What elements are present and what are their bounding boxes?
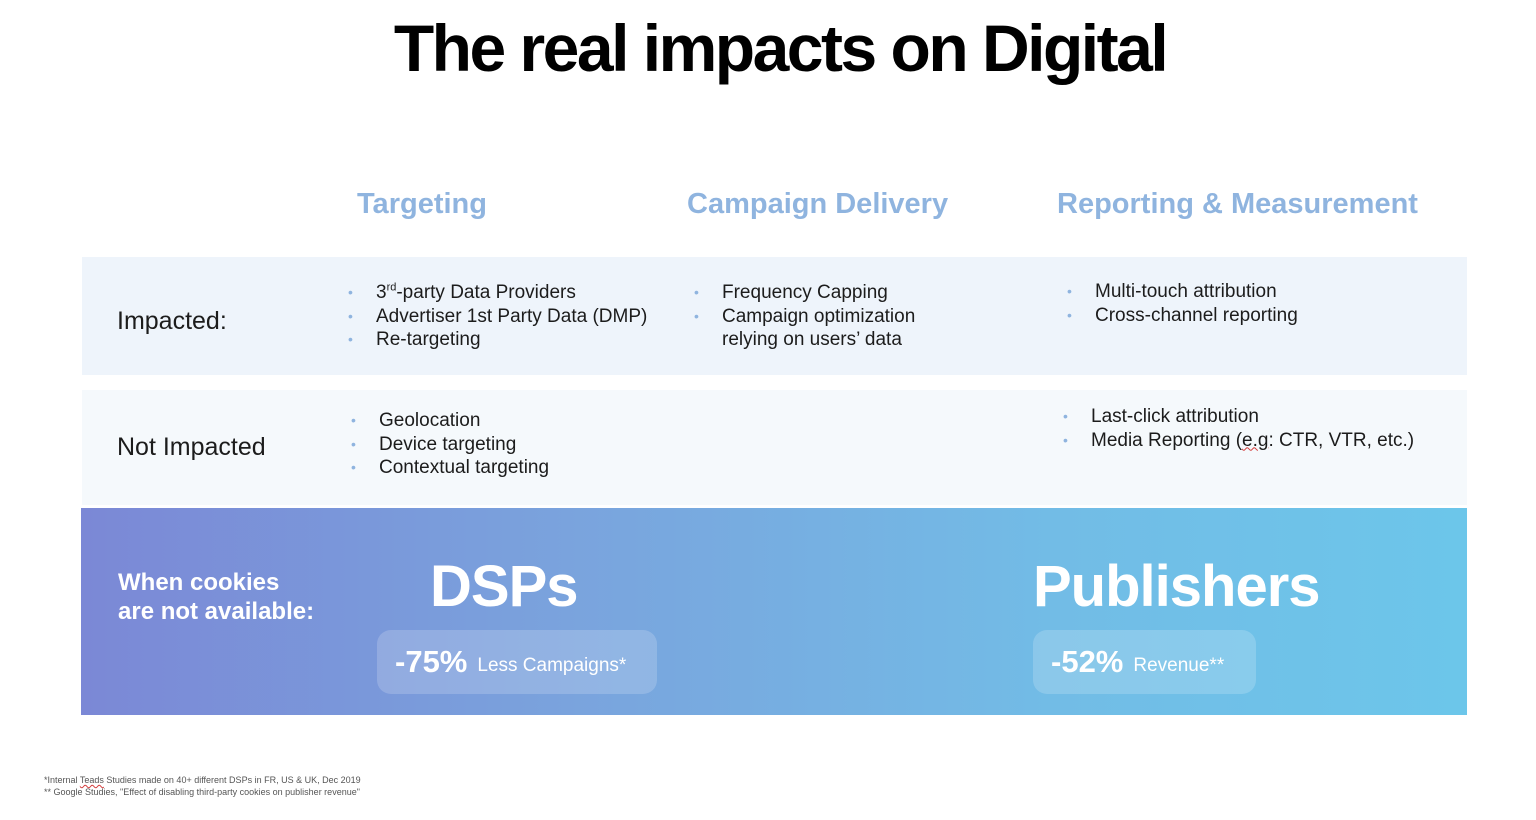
list-item: • Device targeting [351, 433, 517, 455]
dsps-percent: -75% [395, 644, 468, 679]
bullet-icon: • [351, 412, 356, 428]
bullet-icon: • [1067, 306, 1072, 323]
list-item: • Media Reporting (e.g: CTR, VTR, etc.) [1063, 429, 1415, 451]
cookies-impact-band [81, 508, 1467, 715]
bullet-icon: • [694, 307, 699, 324]
list-item: • Contextual targeting [351, 457, 550, 478]
bullet-icon: • [694, 284, 699, 300]
bullet-icon: • [1067, 283, 1072, 299]
impacted-targeting-list: • 3rd-party Data Providers • Advertiser 1s… [348, 281, 648, 352]
bullet-icon: • [348, 331, 353, 347]
bullet-icon: • [1063, 431, 1068, 448]
column-header-reporting: Reporting & Measurement [1057, 188, 1418, 220]
list-item: • Re-targeting [348, 329, 481, 350]
not-impacted-row-label: Not Impacted [117, 433, 266, 461]
publishers-heading: Publishers [1033, 554, 1321, 619]
impacted-campaign-list: • Frequency Capping • Campaign optimizatio… [694, 281, 916, 352]
list-item: • Campaign optimization relying on users’ … [694, 305, 916, 351]
list-item: • 3rd-party Data Providers [348, 281, 576, 303]
publishers-description: Revenue** [1133, 655, 1225, 676]
footnote-1: *Internal Teads Studies made on 40+ diff… [44, 775, 361, 785]
publishers-percent: -52% [1051, 644, 1124, 679]
bullet-icon: • [1063, 408, 1068, 424]
not-impacted-reporting-list: • Last-click attribution • Media Reporting… [1063, 405, 1415, 452]
bullet-icon: • [351, 435, 356, 452]
dsps-heading: DSPs [430, 554, 579, 619]
footnote-2: ** Google Studies, "Effect of disabling … [44, 787, 360, 797]
list-item: • Frequency Capping [694, 282, 888, 303]
column-header-campaign-delivery: Campaign Delivery [687, 188, 949, 220]
bullet-icon: • [348, 284, 353, 300]
dsps-stat-pill: -75% Less Campaigns* [377, 630, 657, 694]
slide-title: The real impacts on Digital [393, 11, 1169, 85]
list-item: • Last-click attribution [1063, 406, 1259, 427]
list-item: • Advertiser 1st Party Data (DMP) [348, 305, 648, 327]
dsps-description: Less Campaigns* [477, 655, 627, 676]
not-impacted-row-band [82, 390, 1467, 505]
cookies-unavailable-label: When cookies are not available: [118, 569, 315, 625]
bullet-icon: • [351, 459, 356, 475]
impacted-reporting-list: • Multi-touch attribution • Cross-channel … [1067, 280, 1298, 327]
list-item: • Multi-touch attribution [1067, 281, 1277, 302]
column-header-targeting: Targeting [357, 188, 487, 220]
list-item: • Geolocation [351, 410, 481, 431]
impacted-row-band [82, 257, 1467, 375]
not-impacted-targeting-list: • Geolocation • Device targeting • Contextu… [351, 409, 550, 480]
list-item: • Cross-channel reporting [1067, 304, 1298, 326]
impacted-row-label: Impacted: [117, 307, 227, 335]
footnotes: *Internal Teads Studies made on 40+ diff… [44, 774, 361, 798]
bullet-icon: • [348, 307, 353, 324]
publishers-stat-pill: -52% Revenue** [1033, 630, 1256, 694]
